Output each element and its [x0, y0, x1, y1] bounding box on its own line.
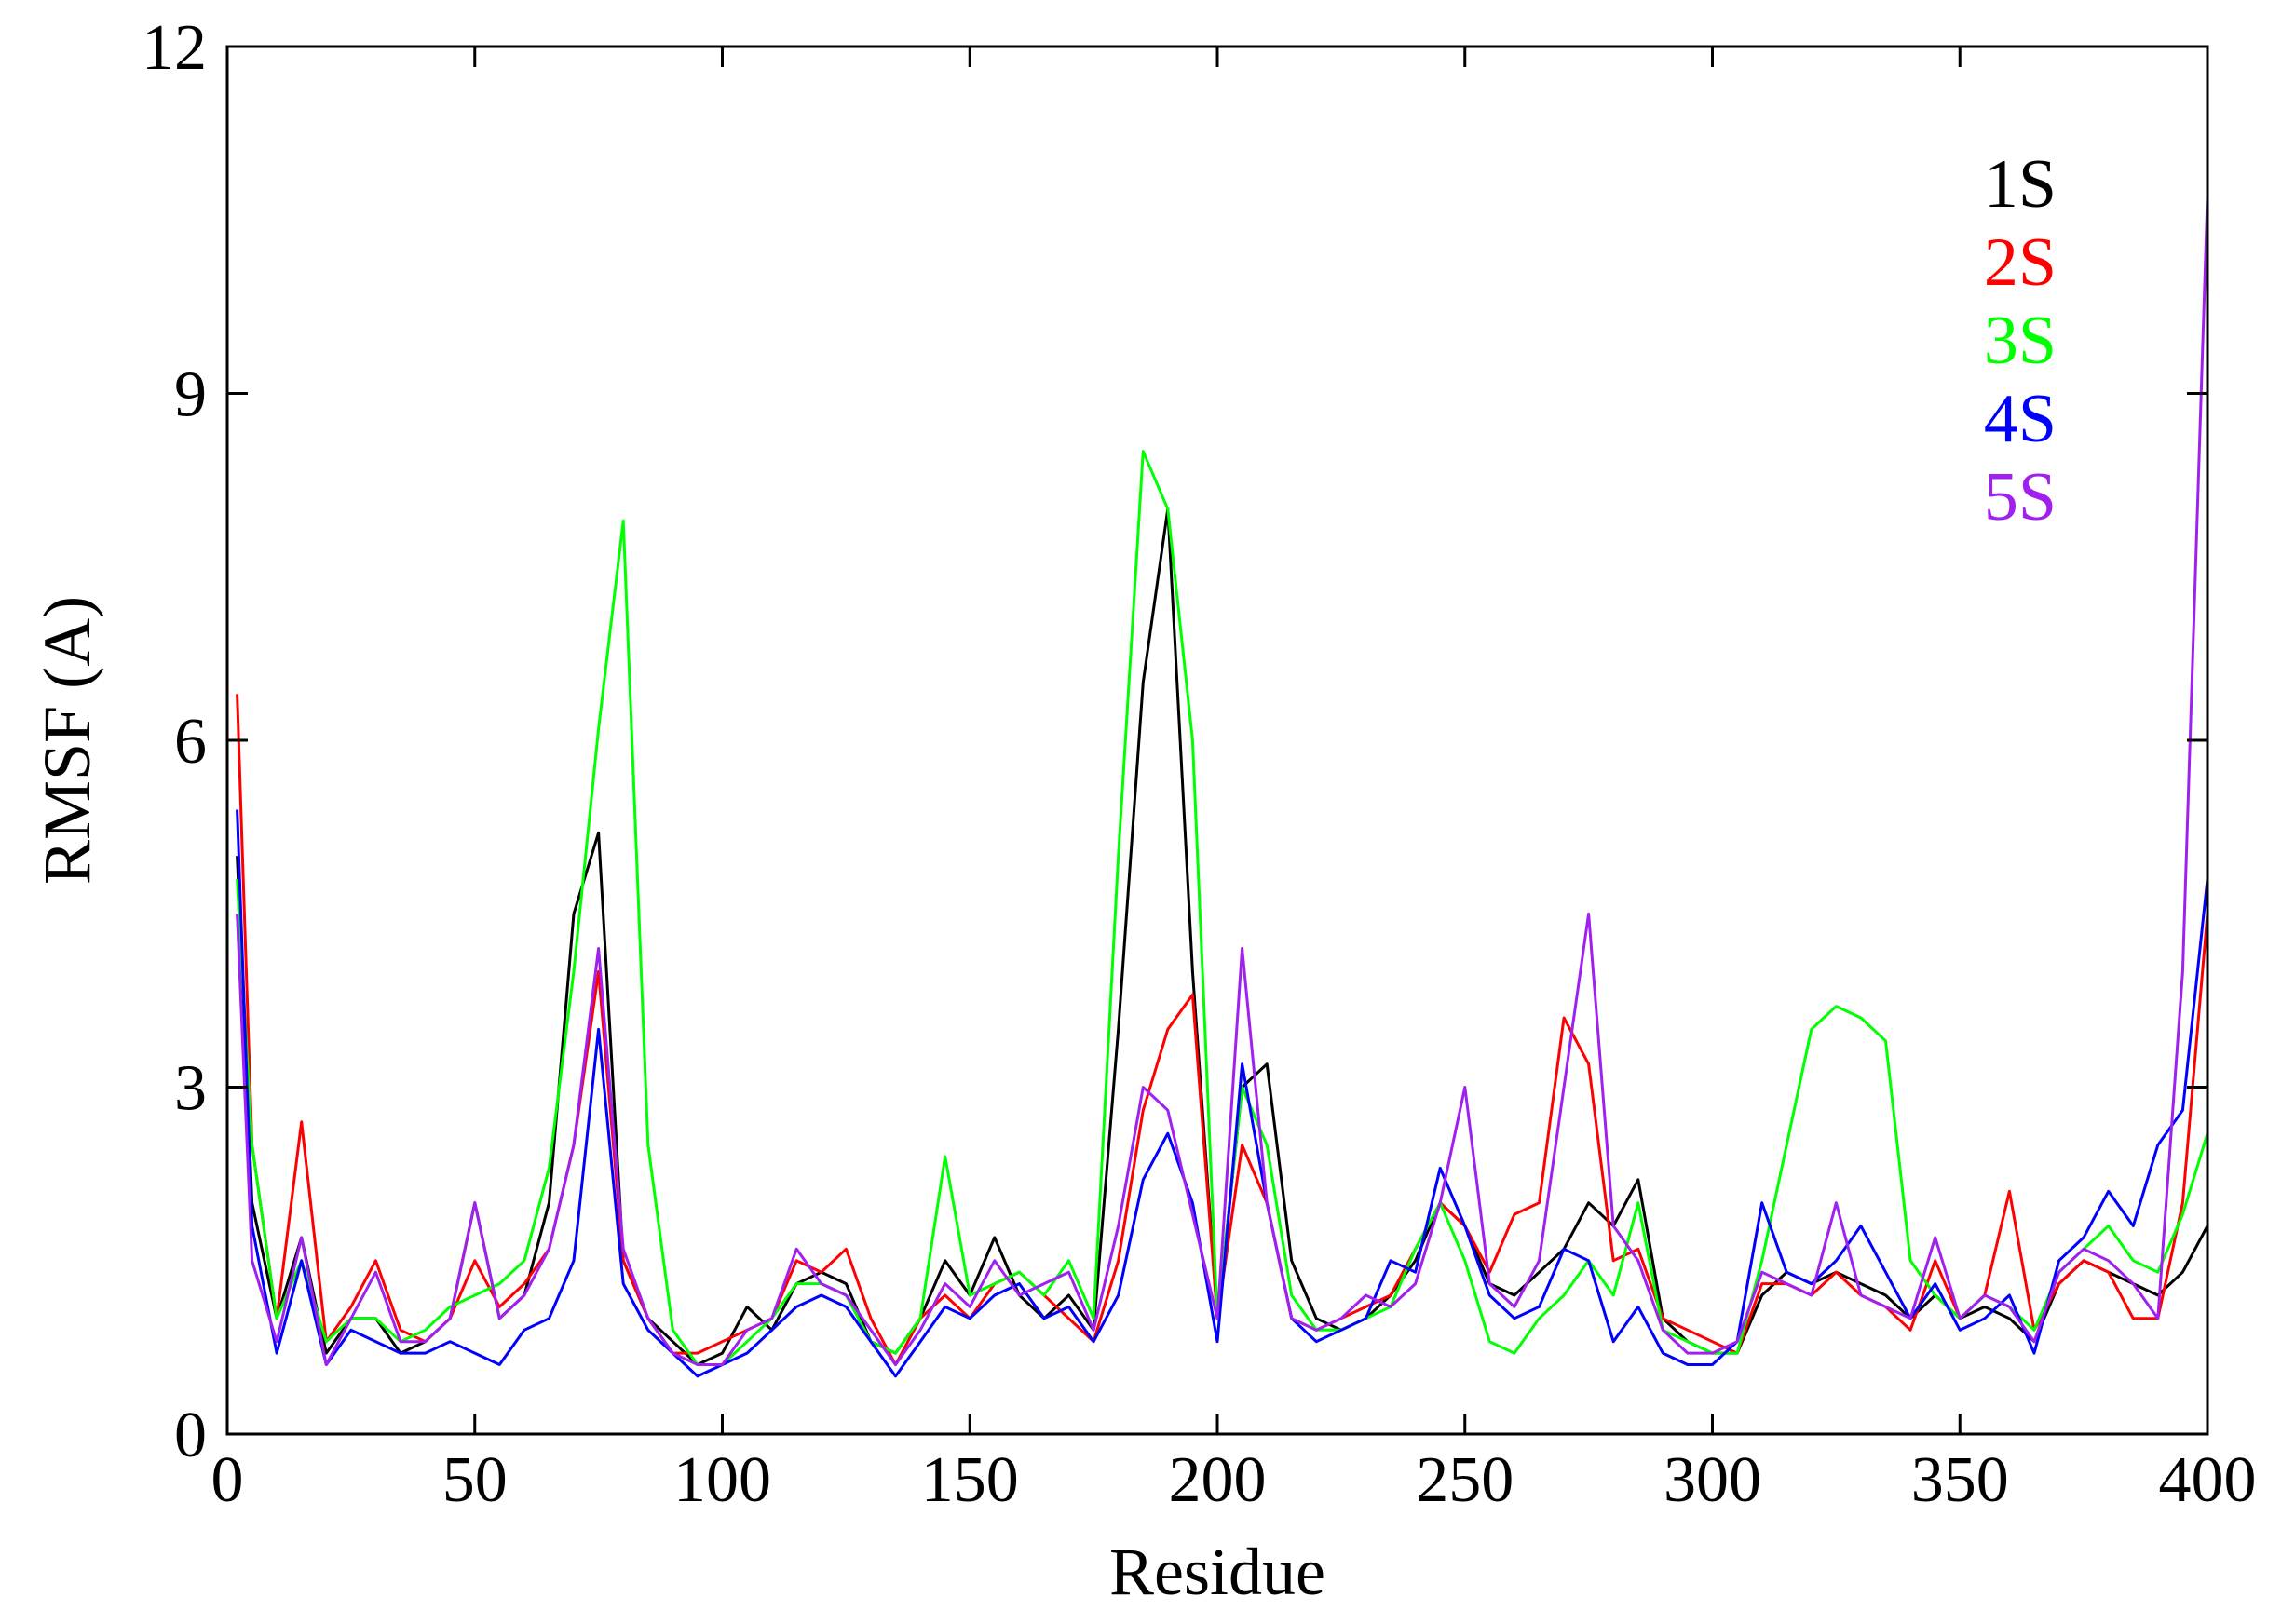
plot-frame [225, 45, 2209, 1436]
x-tick-label: 0 [211, 1444, 244, 1516]
series-line [236, 196, 2209, 1366]
y-tick-label: 12 [142, 12, 207, 84]
legend-label: 3S [1984, 303, 2057, 379]
y-tick-label: 9 [174, 359, 207, 431]
legend-label: 5S [1984, 459, 2057, 535]
y-axis-title: RMSF (A) [30, 596, 104, 885]
legend-label: 1S [1984, 146, 2057, 223]
x-axis-title: Residue [1109, 1535, 1325, 1609]
y-tick-label: 3 [174, 1053, 207, 1125]
legend-label: 2S [1984, 224, 2057, 301]
legend-label: 4S [1984, 381, 2057, 457]
series-line [236, 809, 2209, 1378]
x-tick-label: 400 [2159, 1444, 2257, 1516]
x-tick-label: 100 [673, 1444, 771, 1516]
x-tick-label: 50 [442, 1444, 508, 1516]
y-tick-label: 0 [174, 1400, 207, 1471]
plot-area [236, 196, 2209, 1378]
x-tick-label: 350 [1911, 1444, 2009, 1516]
x-tick-label: 150 [921, 1444, 1019, 1516]
x-tick-label: 200 [1169, 1444, 1267, 1516]
x-tick-label: 300 [1664, 1444, 1761, 1516]
x-tick-label: 250 [1416, 1444, 1514, 1516]
y-tick-label: 6 [174, 706, 207, 778]
